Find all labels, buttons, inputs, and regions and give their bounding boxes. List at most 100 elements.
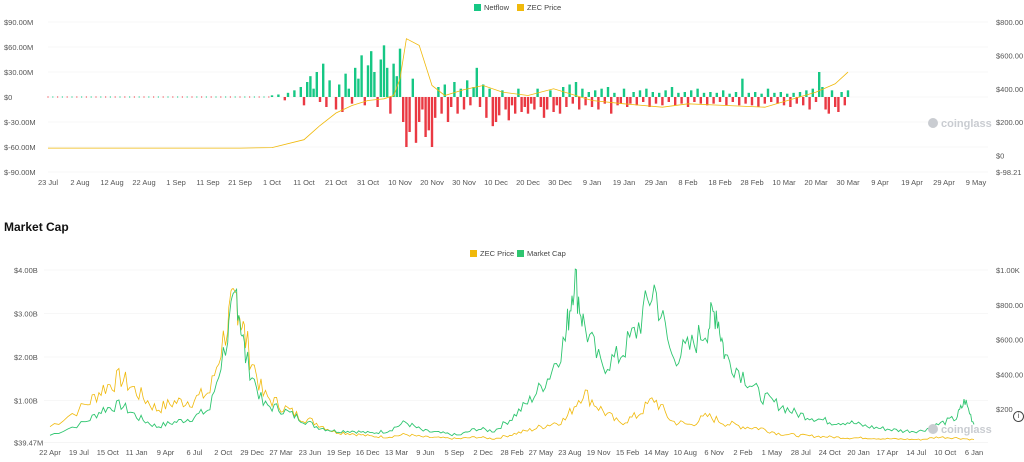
netflow-bar [514,97,517,114]
y-tick-left: $1.00B [14,397,38,406]
x-tick: 6 Nov [704,448,724,457]
x-tick: 31 Oct [357,178,380,187]
netflow-bar [738,97,741,106]
x-tick: 11 Jan [126,448,148,457]
x-tick: 29 Apr [933,178,955,187]
netflow-bar [398,48,402,97]
netflow-bar [715,92,718,97]
legend-swatch-market-cap [517,250,524,257]
y-tick-right: $800.00 [996,18,1023,27]
x-tick: 10 Aug [674,448,697,457]
x-tick: 30 Mar [836,178,860,187]
netflow-bar [680,97,683,104]
netflow-bar [578,97,581,110]
netflow-bar [430,97,434,147]
x-tick: 9 May [966,178,987,187]
netflow-bar [443,84,446,97]
x-tick: 1 May [762,448,783,457]
netflow-bar [472,87,475,97]
netflow-bar [196,96,198,98]
x-tick: 5 Sep [444,448,464,457]
netflow-bar [725,97,728,106]
coinglass-watermark-bottom: coinglass [928,424,992,436]
x-tick: 9 Apr [157,448,175,457]
netflow-bars [47,45,850,147]
x-tick: 30 Dec [548,178,572,187]
netflow-bar [386,67,389,97]
netflow-bar [731,97,734,102]
netflow-bar [186,96,188,98]
netflow-bar [587,92,590,97]
x-tick: 1 Oct [263,178,282,187]
legend-swatch-zec-price [517,4,524,11]
netflow-bar [798,92,802,97]
coinglass-watermark-text-bottom: coinglass [941,424,992,436]
info-icon[interactable]: i [1013,411,1024,422]
netflow-bar [475,67,478,97]
y-tick-right: $600.00 [996,51,1023,60]
y-tick-left: $-30.00M [4,118,36,127]
netflow-bar [760,93,763,97]
netflow-bar [283,97,286,101]
netflow-bar [776,97,779,104]
netflow-bar [148,96,150,98]
netflow-bar [843,97,846,106]
x-tick: 15 Feb [616,448,639,457]
netflow-bar [379,59,382,97]
netflow-bar [808,97,811,110]
netflow-bar [421,97,424,110]
market-cap-legend[interactable]: ZEC Price Market Cap [470,249,566,258]
netflow-bar [138,96,140,98]
netflow-bar [789,97,792,107]
x-tick: 17 Apr [877,448,899,457]
netflow-bar [619,97,622,104]
netflow-bar [478,97,482,107]
market-cap-gridlines [44,269,988,443]
y-tick-right: $400.00 [996,370,1023,379]
netflow-bar [114,96,116,98]
netflow-bar [318,97,322,102]
coinglass-watermark-top: coinglass [928,118,992,130]
netflow-bar [315,72,318,97]
x-tick: 18 Feb [708,178,731,187]
netflow-bar [133,96,135,98]
netflow-bar [229,96,231,98]
netflow-bar [802,97,805,106]
y-tick-right: $400.00 [996,85,1023,94]
netflow-bar [322,63,325,97]
netflow-bar [95,96,97,98]
netflow-bar [709,92,712,97]
x-tick: 19 Jan [613,178,636,187]
netflow-bar [747,92,750,97]
netflow-bar [249,96,251,98]
netflow-bar [821,87,824,97]
x-tick: 27 Mar [269,448,293,457]
netflow-bar [418,97,421,122]
y-tick-left: $2.00B [14,353,38,362]
netflow-bar [57,96,59,98]
netflow-bar [661,97,664,106]
netflow-bar [702,92,706,97]
legend-label-zec-price-bottom: ZEC Price [480,249,514,258]
netflow-bar [645,88,648,97]
x-tick: 10 Mar [772,178,796,187]
x-tick: 11 Oct [293,178,315,187]
x-tick: 29 Dec [240,448,264,457]
netflow-bar [754,92,757,97]
netflow-bar [830,90,834,97]
y-tick-left: $0 [4,93,12,102]
netflow-bar [507,97,510,121]
y-tick-left: $-90.00M [4,168,36,177]
netflow-bar [674,97,677,106]
netflow-legend[interactable]: Netflow ZEC Price [474,3,561,12]
netflow-bar [162,96,164,98]
netflow-bar [603,97,606,104]
netflow-bar [610,97,613,114]
netflow-bar [523,97,526,107]
netflow-bar [402,97,405,122]
netflow-bar [277,94,280,97]
netflow-bar [302,97,306,106]
legend-label-market-cap: Market Cap [527,249,566,258]
netflow-bar [546,97,549,110]
netflow-bar [763,97,766,104]
